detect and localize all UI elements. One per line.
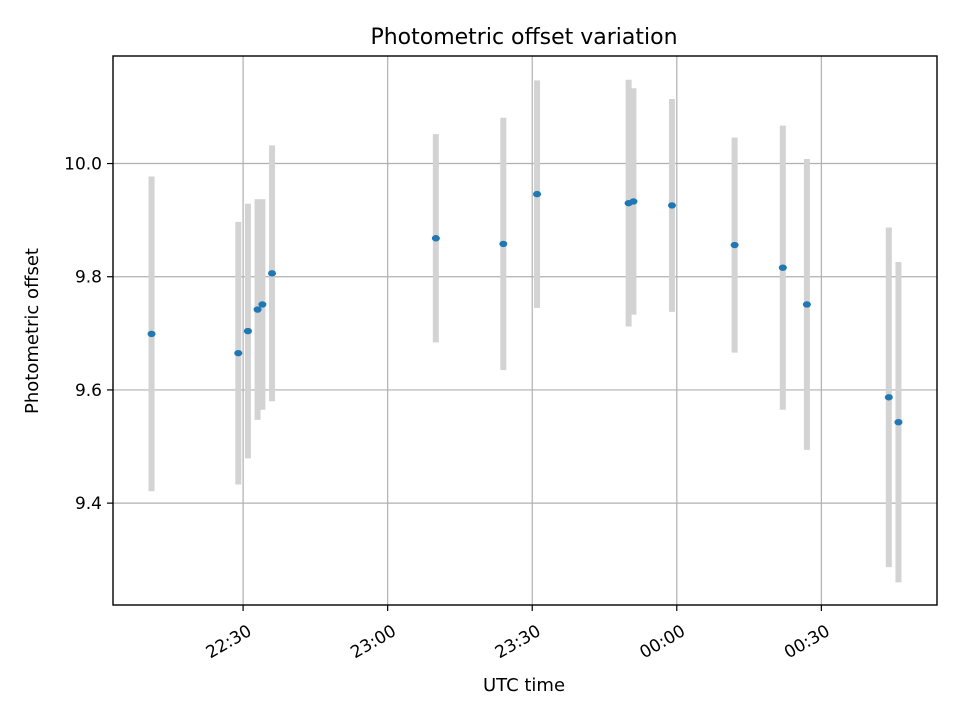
chart-title: Photometric offset variation xyxy=(370,25,677,50)
data-point xyxy=(802,301,811,308)
plot-frame xyxy=(112,55,938,606)
x-tick-label: 00:00 xyxy=(637,621,689,663)
x-tick-label: 00:30 xyxy=(781,621,833,663)
data-point xyxy=(778,264,787,271)
error-bars xyxy=(148,79,902,583)
x-tick-label: 23:00 xyxy=(347,621,399,663)
data-point xyxy=(147,330,156,338)
data-point xyxy=(253,306,262,313)
data-point xyxy=(243,327,252,335)
x-tick-label: 22:30 xyxy=(203,621,255,663)
data-point xyxy=(884,394,893,401)
y-tick-label: 9.6 xyxy=(75,381,102,401)
y-tick-label: 9.4 xyxy=(75,494,102,514)
data-point xyxy=(499,240,508,248)
y-tick-label: 9.8 xyxy=(75,268,102,288)
data-point xyxy=(258,301,267,308)
x-tick-label: 23:30 xyxy=(492,621,544,663)
y-axis-ticks: 9.4 9.6 9.8 10.0 xyxy=(64,155,113,514)
x-axis-label: UTC time xyxy=(483,675,565,696)
data-point xyxy=(268,270,277,277)
y-axis-label: Photometric offset xyxy=(22,248,43,414)
y-tick-label: 10.0 xyxy=(64,155,102,175)
data-points xyxy=(147,190,903,426)
data-point xyxy=(667,202,676,209)
data-point xyxy=(629,198,638,205)
data-point xyxy=(431,235,440,242)
data-point xyxy=(730,241,739,249)
data-point xyxy=(533,190,542,198)
data-point xyxy=(894,418,903,426)
x-axis-ticks: 22:30 23:00 23:30 00:00 00:30 xyxy=(203,605,834,663)
data-point xyxy=(234,349,243,357)
